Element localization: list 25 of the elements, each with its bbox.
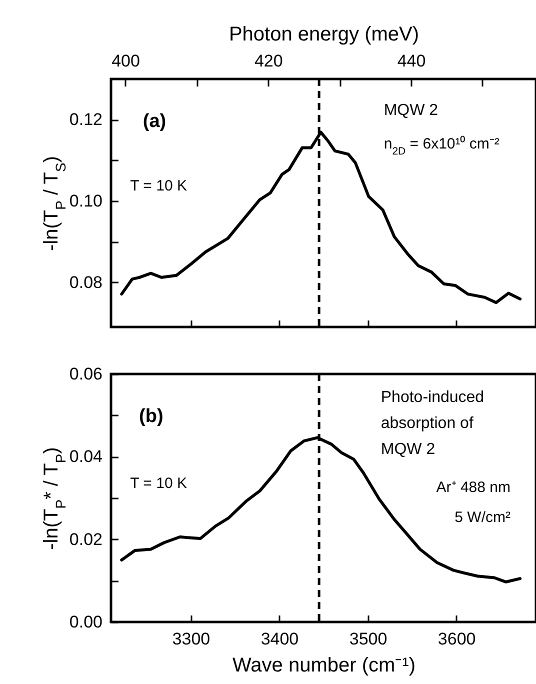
- annotation: (b): [139, 406, 164, 428]
- x-axis-title: Wave number (cm⁻¹): [232, 654, 416, 676]
- x-tick-label: 3300: [172, 630, 210, 648]
- x2-axis-title: Photon energy (meV): [228, 24, 420, 46]
- annotation: (a): [142, 111, 166, 132]
- x-tick-label: 3500: [349, 630, 388, 648]
- annotation: n$_{2D}$ = 6x10¹⁰ cm⁻²: [384, 135, 500, 158]
- x2-tick-label: 440: [397, 52, 426, 70]
- y-tick-label: 0.04: [69, 447, 102, 466]
- y-tick-label: 0.08: [69, 272, 102, 292]
- y-tick-label: 0.02: [69, 530, 102, 549]
- annotation: Photo-induced absorption of MQW 2: [380, 389, 484, 458]
- annotation: T = 10 K: [130, 178, 187, 195]
- y-tick-label: 0.00: [69, 612, 102, 632]
- x2-tick-label: 400: [112, 52, 140, 70]
- x-tick-label: 3400: [260, 630, 299, 648]
- y-tick-label: 0.10: [69, 191, 102, 210]
- y-tick-label: 0.06: [69, 364, 102, 384]
- x-tick-label: 3600: [438, 630, 476, 648]
- annotation: T = 10 K: [130, 475, 187, 492]
- annotation: Ar⁺ 488 nm: [436, 479, 510, 496]
- y-tick-label: 0.12: [69, 110, 102, 130]
- annotation: MQW 2: [384, 102, 438, 120]
- x2-tick-label: 420: [254, 52, 283, 70]
- annotation: 5 W/cm²: [454, 509, 510, 526]
